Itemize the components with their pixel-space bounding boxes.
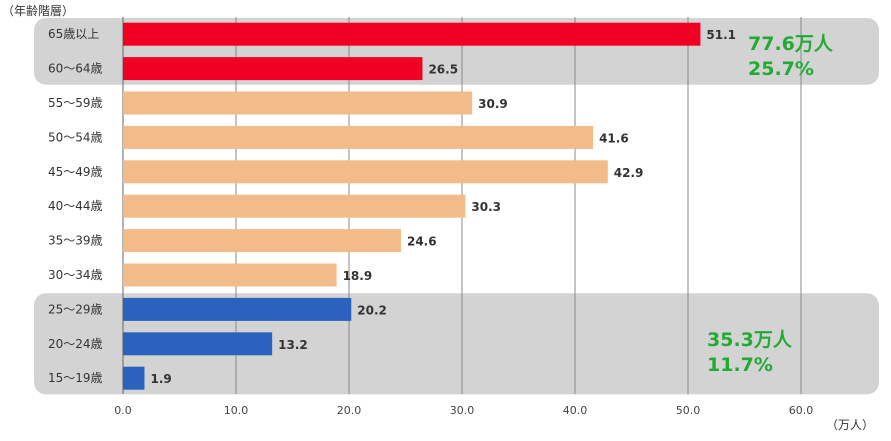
bar — [123, 91, 473, 115]
bar — [123, 263, 337, 287]
category-label: 50～54歳 — [48, 130, 103, 144]
bar — [123, 229, 401, 253]
value-label: 41.6 — [599, 131, 629, 145]
category-label: 25～29歳 — [48, 302, 103, 316]
category-label: 40～44歳 — [48, 199, 103, 213]
bar — [123, 194, 466, 218]
category-label: 20～24歳 — [48, 337, 103, 351]
category-label: 45～49歳 — [48, 165, 103, 179]
value-label: 13.2 — [278, 338, 308, 352]
category-label: 30～34歳 — [48, 268, 103, 282]
value-label: 1.9 — [150, 372, 171, 386]
x-tick-label: 10.0 — [224, 404, 249, 417]
group-share-label: 25.7% — [748, 58, 814, 80]
bar — [123, 160, 608, 184]
x-tick-label: 40.0 — [563, 404, 588, 417]
value-label: 26.5 — [428, 63, 458, 77]
value-label: 30.9 — [478, 97, 508, 111]
x-tick-label: 30.0 — [450, 404, 475, 417]
x-axis-unit-label: （万人） — [826, 418, 874, 432]
value-label: 51.1 — [706, 28, 736, 42]
value-label: 20.2 — [357, 303, 387, 317]
bar — [123, 22, 701, 46]
y-axis-title: （年齢階層） — [2, 3, 74, 18]
group-total-label: 35.3万人 — [707, 329, 793, 351]
x-tick-label: 0.0 — [114, 404, 132, 417]
category-label: 35～39歳 — [48, 234, 103, 248]
x-tick-label: 60.0 — [789, 404, 814, 417]
category-label: 60～64歳 — [48, 62, 103, 76]
labels: 77.6万人 25.7% 35.3万人 11.7% 0.0 10.0 20.0 30.0 40.… — [48, 27, 834, 417]
value-label: 30.3 — [471, 200, 501, 214]
bar — [123, 297, 352, 321]
bar — [123, 366, 145, 390]
x-tick-label: 50.0 — [676, 404, 701, 417]
value-label: 18.9 — [343, 269, 373, 283]
bar — [123, 57, 423, 81]
group-share-label: 11.7% — [707, 354, 773, 376]
x-tick-label: 20.0 — [337, 404, 362, 417]
value-label: 24.6 — [407, 235, 437, 249]
bars — [123, 22, 701, 390]
category-label: 15～19歳 — [48, 371, 103, 385]
value-label: 42.9 — [614, 166, 644, 180]
category-label: 65歳以上 — [48, 27, 99, 41]
group-total-label: 77.6万人 — [748, 33, 834, 55]
bar — [123, 125, 594, 149]
bar — [123, 332, 273, 356]
category-label: 55～59歳 — [48, 96, 103, 110]
